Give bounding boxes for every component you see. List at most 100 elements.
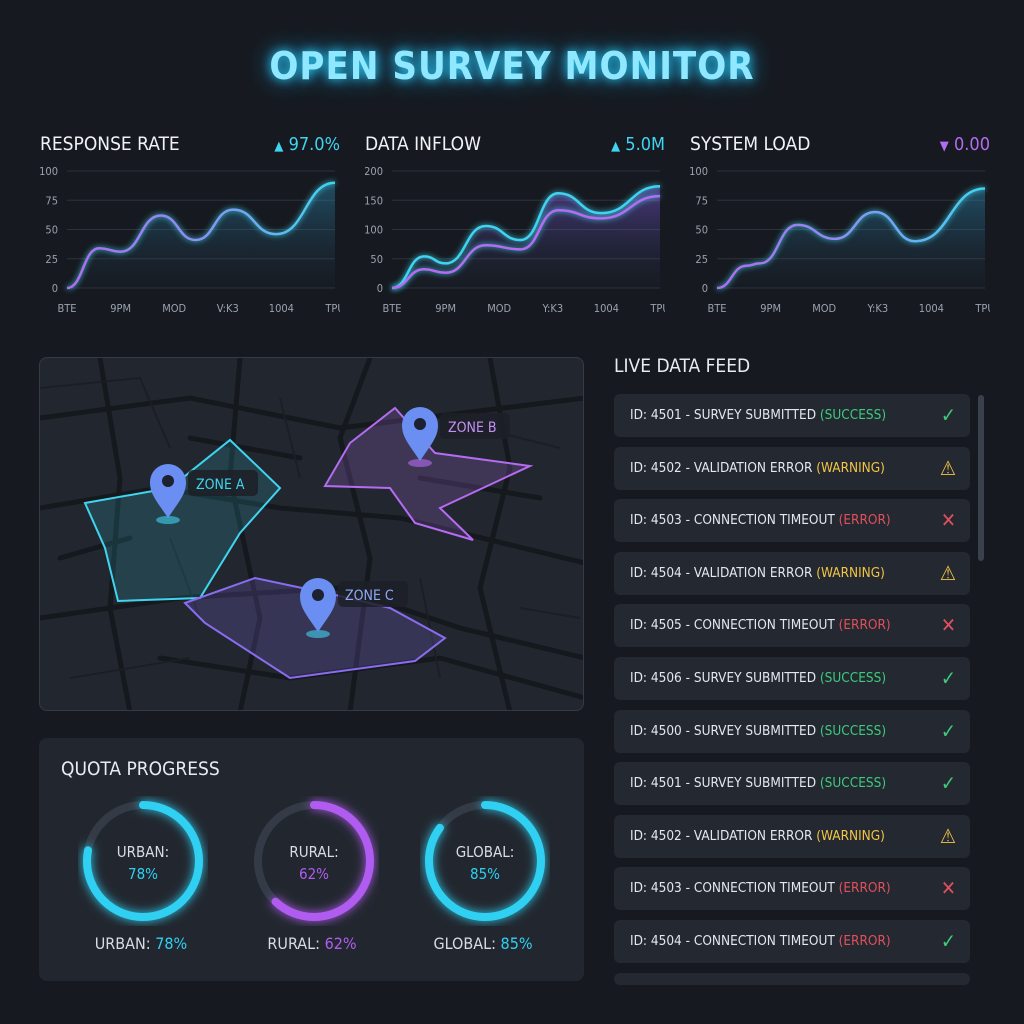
chart-title: RESPONSE RATE [40, 133, 180, 155]
feed-item-status: (WARNING) [816, 827, 885, 844]
zone-a-label: ZONE A [196, 477, 245, 493]
feed-item-text: ID: 4501 - SURVEY SUBMITTED [630, 775, 820, 792]
donut-value: 78% [128, 865, 158, 883]
x-tick-label: BTE [57, 302, 76, 315]
feed-item[interactable]: ID: 4500 - SURVEY SUBMITTED (SUCCESS) ✓ [614, 709, 970, 753]
feed-item-status: (ERROR) [838, 617, 891, 634]
donut-global: GLOBAL: 85% [420, 796, 550, 926]
y-tick-label: 50 [45, 224, 58, 237]
check-icon: ✓ [940, 929, 956, 953]
triangle-up-icon: ▲ [274, 139, 284, 154]
y-tick-label: 25 [45, 253, 58, 266]
feed-item[interactable]: ID: 4506 - SURVEY SUBMITTED (SUCCESS) ✓ [614, 657, 970, 700]
y-tick-label: 100 [365, 224, 383, 237]
chart-2: SYSTEM LOAD ▼ 0.00 0 25 50 75 100 BTE 9PM MOD Y:K… [690, 128, 990, 323]
x-tick-label: TPU [649, 302, 665, 315]
x-tick-label: 1004 [594, 302, 619, 315]
feed-scrollbar[interactable] [978, 395, 984, 561]
feed-item-status: (SUCCESS) [819, 407, 887, 423]
feed-item-status: (ERROR) [838, 880, 891, 897]
x-tick-label: 9PM [110, 302, 131, 315]
y-tick-label: 75 [695, 194, 708, 207]
x-icon: ✕ [940, 876, 956, 901]
feed-item-status: (WARNING) [816, 564, 885, 581]
check-icon: ✓ [940, 403, 956, 427]
feed-item-text: ID: 4503 - CONNECTION TIMEOUT [630, 880, 839, 897]
donut-value: 85% [470, 865, 500, 883]
feed-item-status: (SUCCESS) [819, 722, 887, 739]
feed-item-text: ID: 4506 - SURVEY SUBMITTED [630, 670, 820, 686]
zone-b-label: ZONE B [448, 420, 497, 436]
feed-item[interactable]: ID: 4503 - CONNECTION TIMEOUT (ERROR) ✕ [614, 867, 970, 911]
feed-item[interactable]: ID: 4503 - CONNECTION TIMEOUT (ERROR) ✕ [614, 499, 970, 543]
feed-item[interactable]: ID: 4504 - CONNECTION TIMEOUT (ERROR) ✓ [614, 920, 970, 963]
donut-name: GLOBAL: [455, 843, 515, 861]
x-tick-label: Y:K3 [541, 302, 563, 315]
feed-item[interactable]: ID: 4501 - SURVEY SUBMITTED (SUCCESS) ✓ [614, 394, 970, 437]
chart-0: RESPONSE RATE ▲ 97.0% 0 25 50 75 100 BTE 9PM MOD… [40, 128, 340, 323]
triangle-down-icon: ▼ [939, 139, 949, 154]
quota-label: GLOBAL: 85% [433, 934, 533, 953]
x-tick-label: MOD [812, 302, 836, 315]
x-tick-label: MOD [487, 302, 511, 315]
feed-item[interactable]: ID: 4502 - VALIDATION ERROR (WARNING) ⚠ [614, 446, 970, 490]
feed-item-text: ID: 4500 - SURVEY SUBMITTED [630, 722, 820, 739]
x-tick-label: TPU [324, 302, 340, 315]
quota-label: RURAL: 62% [267, 934, 357, 953]
zone-map[interactable]: ZONE A ZONE B ZONE C [39, 357, 584, 711]
feed-item-status: (SUCCESS) [819, 775, 887, 792]
zone-c-pin-icon [300, 578, 336, 638]
donut-rural: RURAL: 62% [249, 796, 379, 926]
quota-progress-panel: QUOTA PROGRESS URBAN: 78% URBAN: 78% RURAL:… [39, 738, 584, 981]
feed-item-partial[interactable] [614, 972, 970, 985]
map-roads [40, 358, 583, 710]
feed-item[interactable]: ID: 4502 - VALIDATION ERROR (WARNING) ⚠ [614, 814, 970, 858]
series-line-0 [391, 184, 661, 290]
feed-item-text: ID: 4505 - CONNECTION TIMEOUT [630, 617, 839, 634]
zone-b-pin-icon [402, 407, 438, 467]
zone-c-label: ZONE C [345, 588, 394, 604]
x-tick-label: MOD [162, 302, 186, 315]
feed-item[interactable]: ID: 4501 - SURVEY SUBMITTED (SUCCESS) ✓ [614, 762, 970, 806]
feed-item-text: ID: 4503 - CONNECTION TIMEOUT [630, 512, 839, 529]
quota-title: QUOTA PROGRESS [61, 758, 220, 780]
y-tick-label: 25 [695, 253, 708, 266]
feed-item[interactable]: ID: 4505 - CONNECTION TIMEOUT (ERROR) ✕ [614, 604, 970, 648]
check-icon: ✓ [940, 666, 956, 690]
x-tick-label: TPU [974, 302, 990, 315]
feed-item-text: ID: 4502 - VALIDATION ERROR [630, 827, 817, 844]
page-title: OPEN SURVEY MONITOR [269, 44, 755, 88]
chart-title: SYSTEM LOAD [690, 133, 811, 155]
series-area [717, 188, 985, 288]
x-tick-label: 1004 [269, 302, 294, 315]
y-tick-label: 200 [365, 165, 383, 178]
series-line-1 [391, 194, 661, 290]
y-tick-label: 150 [365, 194, 383, 207]
donut-urban: URBAN: 78% [78, 796, 208, 926]
feed-item-text: ID: 4504 - VALIDATION ERROR [630, 564, 817, 581]
feed-item-text: ID: 4504 - CONNECTION TIMEOUT [630, 933, 839, 949]
donut-progress [83, 801, 203, 921]
feed-item-text: ID: 4502 - VALIDATION ERROR [630, 459, 817, 476]
y-tick-label: 75 [45, 194, 58, 207]
zone-c-area[interactable] [183, 576, 447, 680]
chart-delta: ▼ 0.00 [939, 134, 990, 155]
donut-value: 62% [299, 865, 329, 883]
y-tick-label: 50 [695, 224, 708, 237]
map-canvas[interactable]: ZONE A ZONE B ZONE C [40, 358, 584, 711]
x-icon: ✕ [940, 613, 956, 638]
x-tick-label: Y:K3 [866, 302, 888, 315]
feed-item-status: (ERROR) [838, 512, 891, 529]
x-tick-label: 9PM [760, 302, 781, 315]
feed-item-status: (ERROR) [838, 933, 891, 949]
chart-title: DATA INFLOW [365, 133, 481, 155]
donut-progress [425, 801, 545, 921]
quota-label: URBAN: 78% [94, 934, 188, 953]
warning-icon: ⚠ [939, 455, 956, 480]
chart-delta: ▲ 5.0M [611, 134, 665, 155]
feed-title: LIVE DATA FEED [614, 355, 751, 377]
series-area [392, 186, 660, 288]
feed-item[interactable]: ID: 4504 - VALIDATION ERROR (WARNING) ⚠ [614, 551, 970, 595]
y-tick-label: 100 [690, 165, 708, 178]
feed-item-status: (SUCCESS) [819, 670, 887, 686]
